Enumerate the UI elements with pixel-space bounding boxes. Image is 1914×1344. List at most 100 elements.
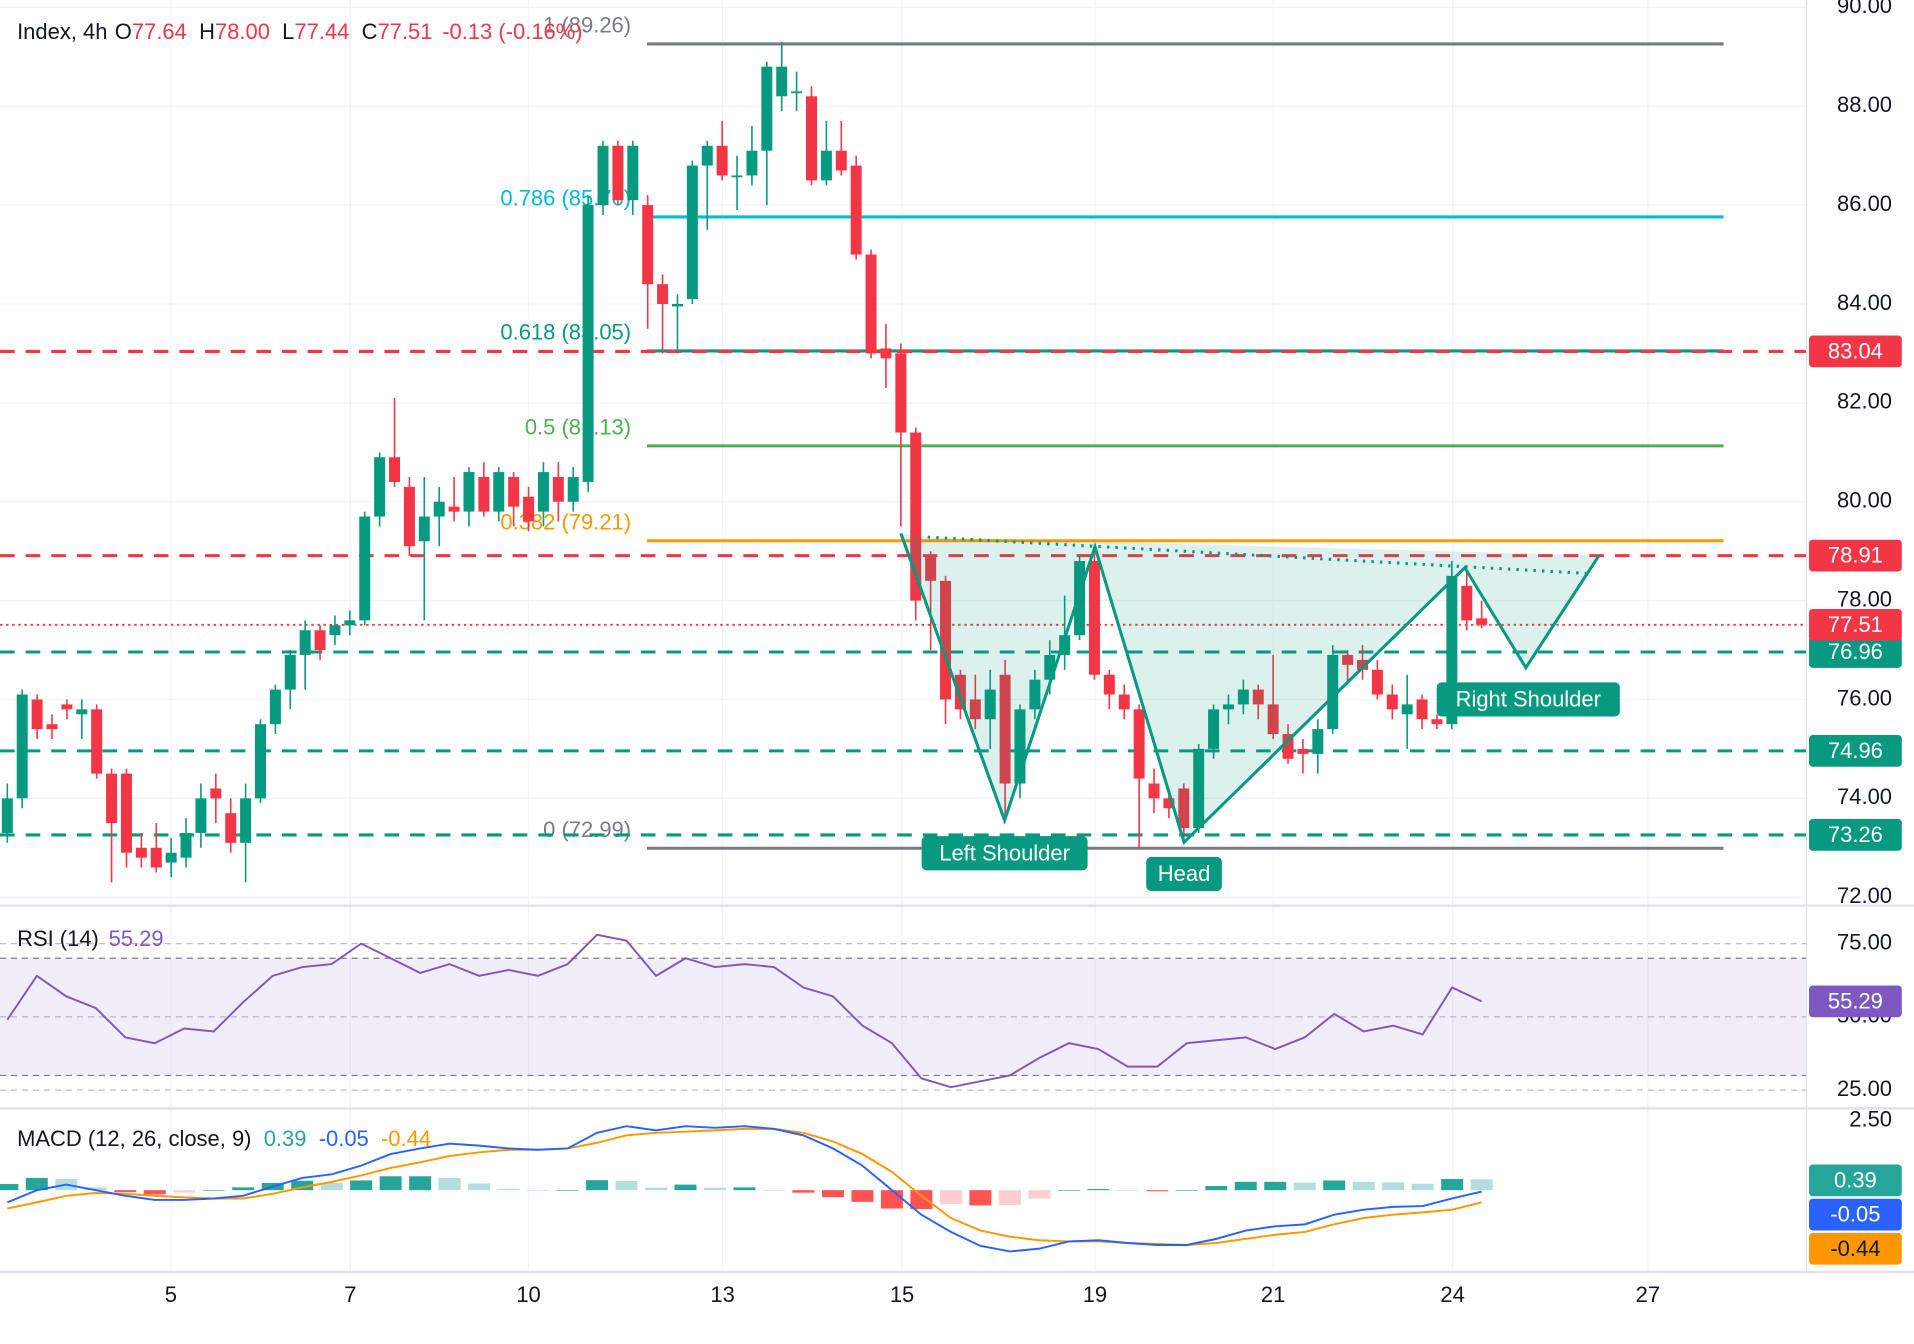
candle-body bbox=[493, 472, 505, 512]
candle-body bbox=[567, 476, 579, 502]
candle-body bbox=[820, 150, 832, 181]
candle-body bbox=[1386, 694, 1398, 710]
candle-body bbox=[612, 145, 624, 201]
indicators bbox=[0, 933, 1493, 1253]
y-tick-label: 82.00 bbox=[1837, 389, 1892, 414]
ohlc-value: 77.51 bbox=[377, 19, 432, 44]
y-tick-label: 88.00 bbox=[1837, 92, 1892, 117]
histogram-bar bbox=[202, 1190, 225, 1191]
candle-body bbox=[329, 625, 341, 636]
candle-body bbox=[1103, 674, 1115, 695]
histogram-bar bbox=[0, 1184, 19, 1191]
y-tick-label: 75.00 bbox=[1837, 929, 1892, 954]
histogram-bar bbox=[1028, 1190, 1051, 1199]
hist-value: 0.39 bbox=[264, 1126, 307, 1151]
candle-body bbox=[1059, 635, 1071, 655]
fib-label: 1 (89.26) bbox=[543, 13, 631, 38]
x-tick-label: 27 bbox=[1636, 1282, 1660, 1307]
x-tick-label: 15 bbox=[890, 1282, 914, 1307]
histogram-bar bbox=[1087, 1189, 1110, 1191]
histogram-bar bbox=[1264, 1181, 1287, 1191]
y-tick-label: 86.00 bbox=[1837, 191, 1892, 216]
candle-body bbox=[1401, 704, 1413, 715]
candle-body bbox=[1222, 704, 1234, 710]
candle-body bbox=[254, 724, 266, 799]
candle-body bbox=[1088, 561, 1100, 675]
price-box-label: 55.29 bbox=[1828, 988, 1883, 1013]
fib-label: 0.382 (79.21) bbox=[500, 509, 631, 534]
rsi-value: 55.29 bbox=[109, 926, 164, 951]
pattern-area bbox=[900, 533, 1600, 843]
fib-label: 0 (72.99) bbox=[543, 817, 631, 842]
candle-body bbox=[150, 847, 162, 868]
histogram-bar bbox=[615, 1180, 638, 1191]
fib-label: 0.5 (81.13) bbox=[525, 415, 631, 440]
candle-body bbox=[1237, 689, 1249, 705]
candle-body bbox=[210, 788, 222, 799]
histogram-bar bbox=[1293, 1182, 1316, 1191]
histogram-bar bbox=[438, 1177, 461, 1191]
histogram-bar bbox=[910, 1190, 933, 1210]
annotation: Head bbox=[1158, 861, 1211, 886]
candle-body bbox=[31, 699, 43, 730]
candle-body bbox=[1357, 659, 1368, 670]
candles bbox=[1, 41, 1488, 883]
price-box bbox=[1809, 1198, 1902, 1231]
histogram-bar bbox=[1175, 1190, 1198, 1191]
ohlc-key: O bbox=[115, 19, 132, 44]
histogram-bar bbox=[762, 1190, 785, 1191]
candle-body bbox=[403, 486, 415, 547]
histogram-bar bbox=[1382, 1182, 1405, 1191]
x-tick-label: 21 bbox=[1261, 1282, 1285, 1307]
ohlc-key: H bbox=[199, 19, 215, 44]
price-box-label: 77.51 bbox=[1828, 612, 1883, 637]
candle-body bbox=[269, 689, 281, 725]
histogram-bar bbox=[1470, 1179, 1493, 1191]
candle-body bbox=[1476, 618, 1488, 625]
head-and-shoulders: Left Shoulder Head Right Shoulder bbox=[899, 532, 1620, 892]
candle-body bbox=[835, 150, 847, 171]
candle-body bbox=[1178, 788, 1190, 829]
price-box bbox=[1809, 335, 1902, 368]
candle-body bbox=[627, 145, 639, 201]
header: Index, 4h O77.64 H78.00 L77.44 C77.51 -0.13 (… bbox=[17, 19, 583, 44]
candle-body bbox=[1431, 719, 1443, 725]
candle-body bbox=[597, 145, 609, 206]
ohlc-value: 77.64 bbox=[132, 19, 187, 44]
candle-body bbox=[284, 654, 296, 690]
candle-body bbox=[463, 472, 475, 512]
histogram-bar bbox=[1057, 1190, 1080, 1191]
candle-body bbox=[686, 165, 698, 300]
candle-body bbox=[1118, 694, 1130, 710]
histogram-bar bbox=[674, 1184, 697, 1191]
ohlc-value: 77.44 bbox=[294, 19, 349, 44]
y-tick-label: 90.00 bbox=[1837, 0, 1892, 18]
histogram-bar bbox=[1146, 1190, 1169, 1192]
histogram-bar bbox=[468, 1183, 491, 1191]
candle-body bbox=[16, 694, 28, 799]
macd-name: MACD (12, 26, close, 9) bbox=[17, 1126, 251, 1151]
histogram-bar bbox=[1411, 1183, 1434, 1191]
histogram-bar bbox=[379, 1176, 402, 1191]
annotation: Right Shoulder bbox=[1456, 686, 1601, 711]
candle-body bbox=[537, 472, 549, 512]
candle-body bbox=[180, 832, 192, 858]
candle-body bbox=[91, 709, 103, 774]
histogram-bar bbox=[114, 1190, 137, 1193]
change: -0.13 (-0.16%) bbox=[442, 19, 582, 44]
x-tick-label: 5 bbox=[165, 1282, 177, 1307]
y-tick-label: 78.00 bbox=[1837, 586, 1892, 611]
histogram-bar bbox=[320, 1182, 343, 1191]
candle-body bbox=[776, 66, 788, 97]
histogram-bar bbox=[173, 1190, 196, 1193]
macd-legend: MACD (12, 26, close, 9) 0.39 -0.05 -0.44 bbox=[17, 1126, 431, 1151]
candle-body bbox=[195, 798, 207, 833]
price-box-label: 83.04 bbox=[1828, 338, 1883, 363]
histogram-bar bbox=[1234, 1181, 1257, 1191]
candle-body bbox=[642, 205, 654, 285]
rsi-name: RSI (14) bbox=[17, 926, 99, 951]
candle-body bbox=[582, 205, 594, 482]
levels: 1 (89.26) 0.786 (85.76) 0.618 (83.05) 0.5 (… bbox=[0, 13, 1807, 850]
